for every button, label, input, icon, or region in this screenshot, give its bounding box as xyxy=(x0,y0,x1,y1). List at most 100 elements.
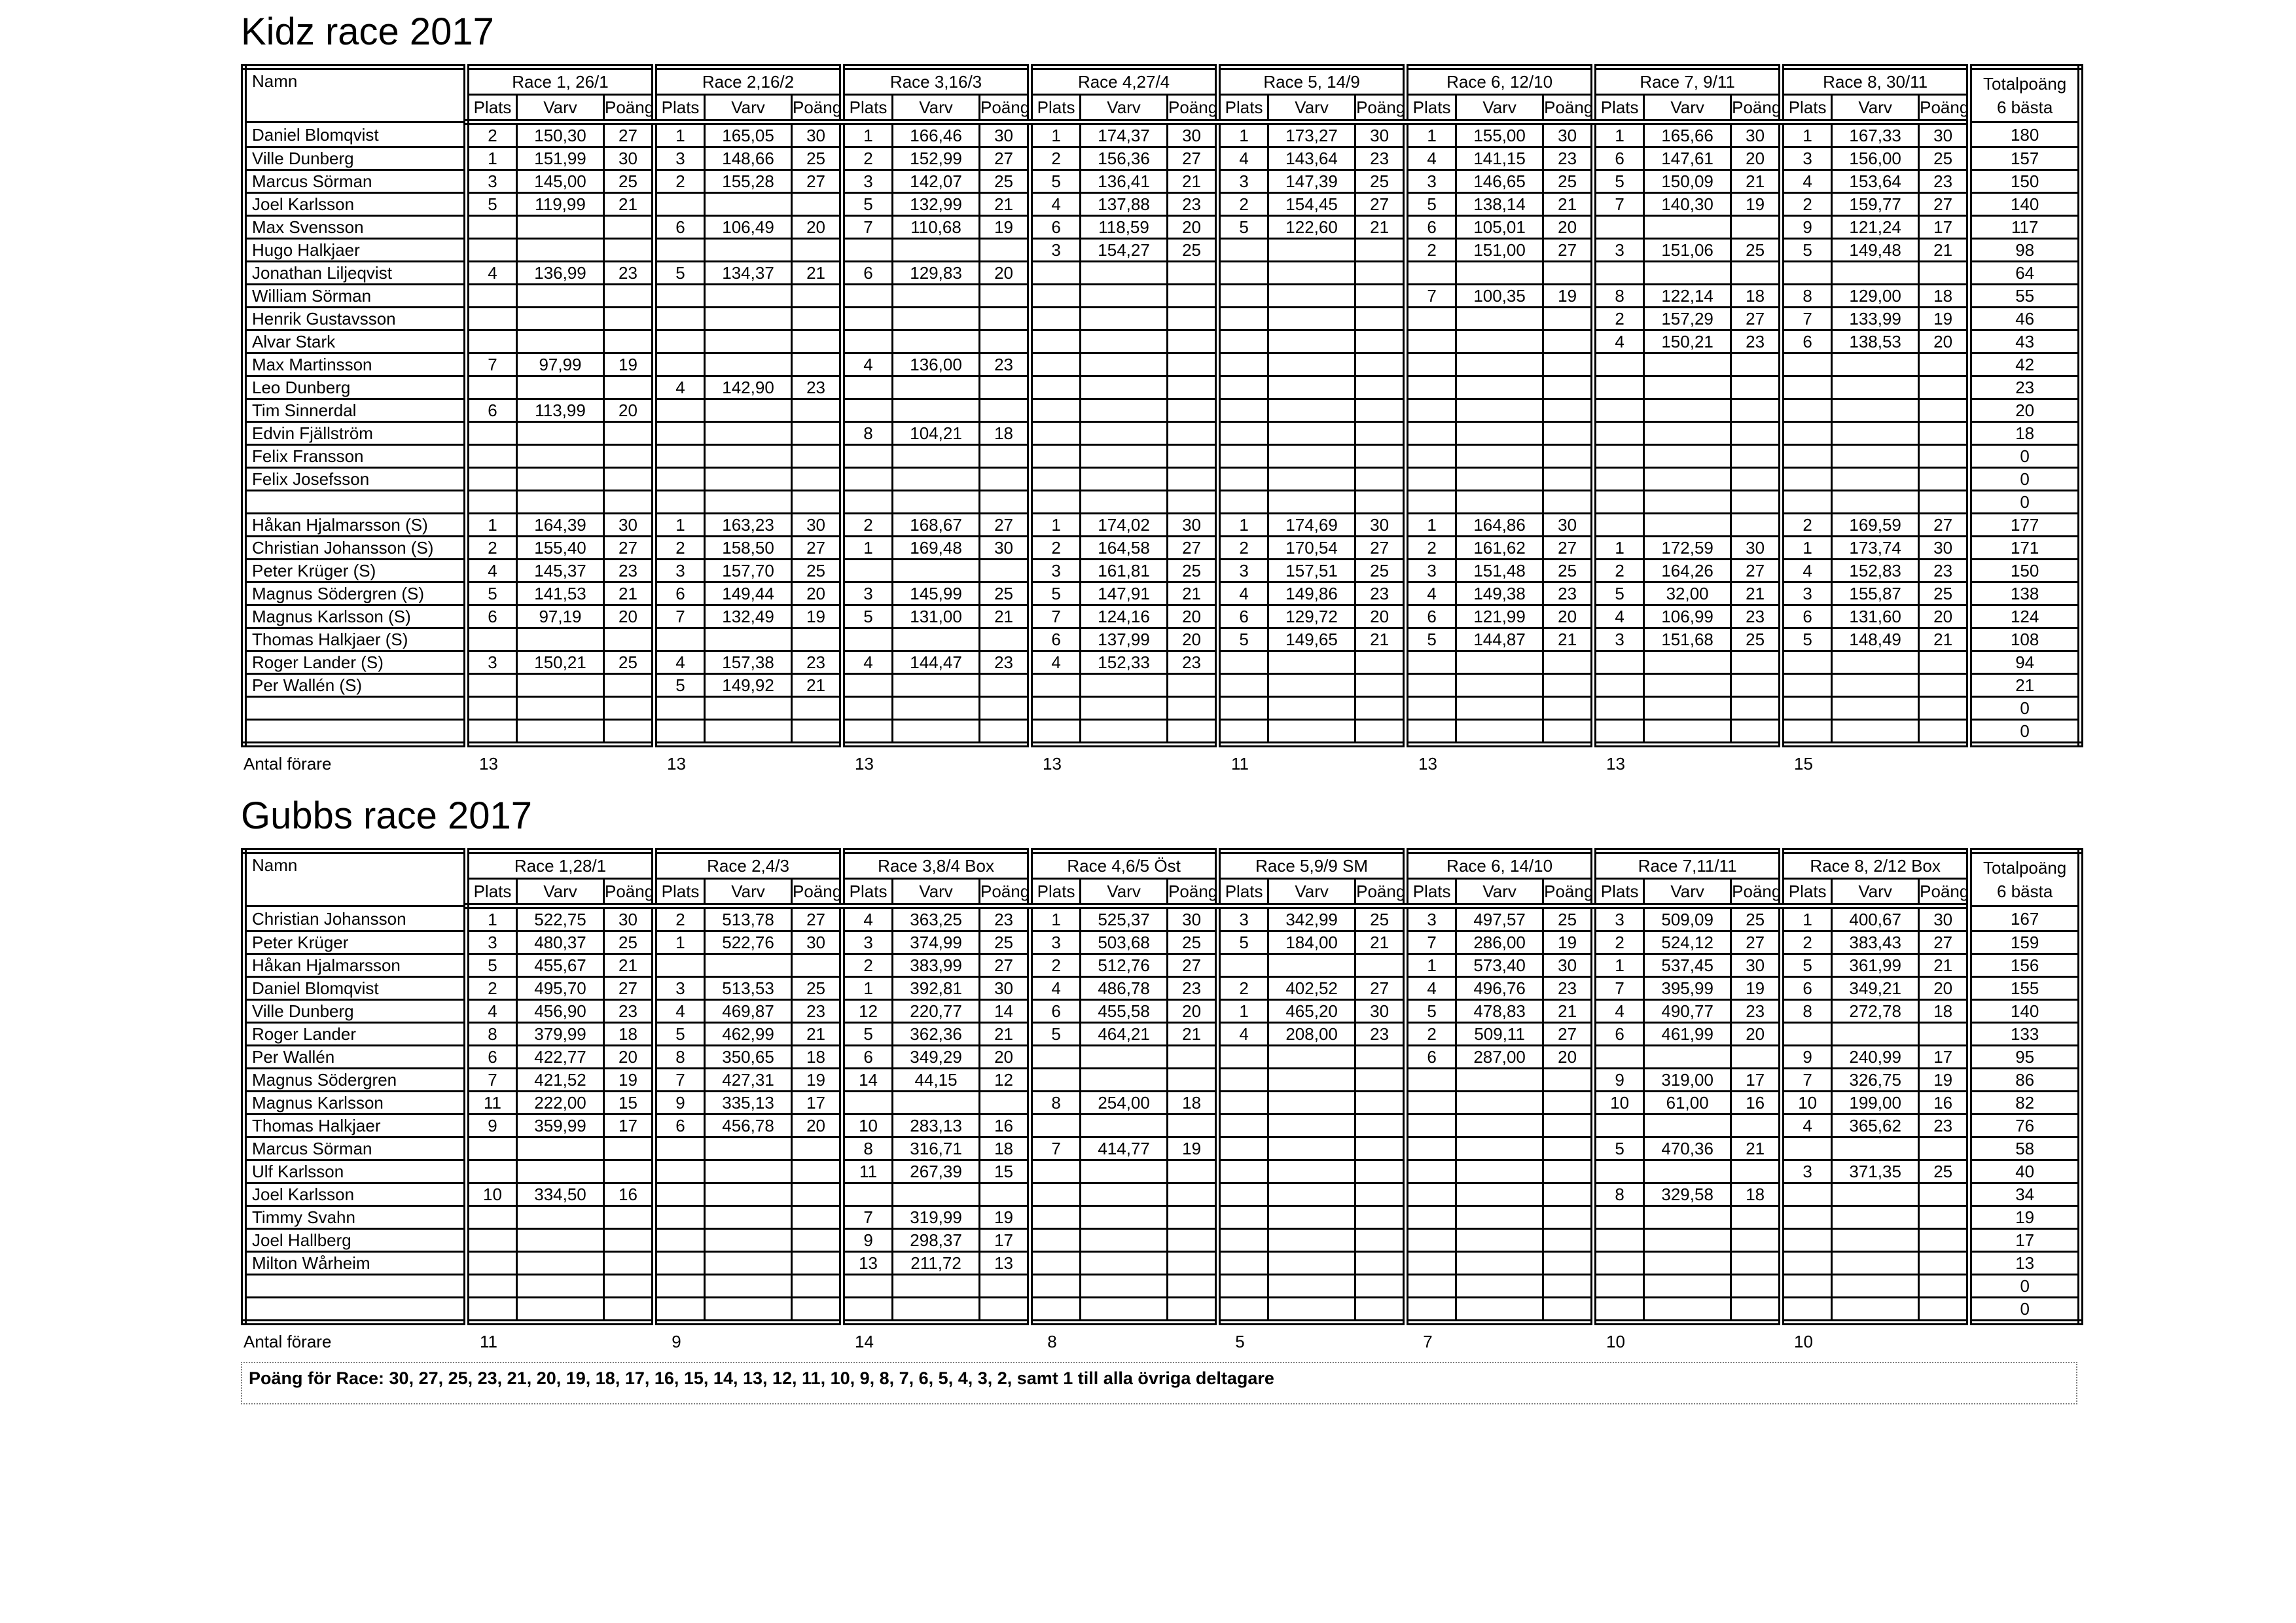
plats-cell xyxy=(651,306,706,331)
varv-cell xyxy=(1643,512,1732,537)
poang-cell: 30 xyxy=(1166,121,1219,148)
poang-cell: 23 xyxy=(602,260,656,285)
race-header: Race 4,27/4 xyxy=(1027,66,1219,96)
varv-cell xyxy=(1079,1113,1169,1138)
plats-cell: 5 xyxy=(651,260,706,285)
total-cell: 140 xyxy=(1966,999,2082,1024)
varv-cell: 319,99 xyxy=(891,1205,981,1230)
driver-name xyxy=(243,719,467,745)
plats-cell xyxy=(463,1251,518,1275)
varv-cell xyxy=(1267,1044,1357,1069)
varv-cell: 167,33 xyxy=(1831,121,1920,148)
driver-name: Christian Johansson xyxy=(243,905,467,932)
plats-cell xyxy=(839,375,894,400)
varv-cell xyxy=(1643,375,1732,400)
poang-cell xyxy=(1918,1274,1971,1298)
poang-cell: 27 xyxy=(1354,192,1407,217)
plats-cell xyxy=(1403,1067,1458,1092)
plats-cell: 2 xyxy=(1027,146,1082,171)
poang-cell xyxy=(1918,1136,1971,1161)
poang-header: Poäng xyxy=(791,878,844,909)
varv-cell xyxy=(1079,306,1169,331)
plats-cell: 6 xyxy=(1027,215,1082,240)
poang-cell xyxy=(1542,444,1595,469)
poang-cell: 21 xyxy=(1730,169,1783,194)
varv-cell xyxy=(1643,719,1732,745)
plats-cell xyxy=(1215,329,1270,354)
varv-cell xyxy=(1831,1182,1920,1207)
varv-cell: 140,30 xyxy=(1643,192,1732,217)
driver-count-value: 11 xyxy=(480,1331,497,1351)
poang-cell: 25 xyxy=(602,650,656,675)
poang-cell xyxy=(602,329,656,354)
poang-cell xyxy=(1166,696,1219,721)
poang-cell: 25 xyxy=(978,581,1031,606)
poang-cell: 20 xyxy=(1166,604,1219,629)
poang-cell xyxy=(978,1296,1031,1323)
poang-cell xyxy=(978,398,1031,423)
table-row: William Sörman 7 100,35 19 8 122,14 18 8 129,00 1… xyxy=(243,283,2082,308)
varv-cell: 164,39 xyxy=(516,512,605,537)
varv-cell: 427,31 xyxy=(704,1067,793,1092)
varv-cell: 342,99 xyxy=(1267,905,1357,932)
plats-cell xyxy=(1027,1205,1082,1230)
total-cell: 133 xyxy=(1966,1022,2082,1046)
poang-cell: 20 xyxy=(1354,604,1407,629)
poang-cell xyxy=(1166,1228,1219,1253)
table-row: Thomas Halkjaer (S) 6 137,99 20 5 149,65 21 5 14… xyxy=(243,627,2082,652)
total-cell: 0 xyxy=(1966,1274,2082,1298)
varv-cell: 145,99 xyxy=(891,581,981,606)
varv-cell: 168,67 xyxy=(891,512,981,537)
plats-cell xyxy=(1403,1296,1458,1323)
varv-cell: 150,21 xyxy=(516,650,605,675)
varv-cell: 462,99 xyxy=(704,1022,793,1046)
poang-cell: 16 xyxy=(1730,1090,1783,1115)
varv-cell xyxy=(1643,1296,1732,1323)
varv-cell xyxy=(1643,444,1732,469)
plats-cell xyxy=(1403,719,1458,745)
poang-cell xyxy=(1166,673,1219,698)
poang-cell: 30 xyxy=(978,976,1031,1001)
total-column-header: Totalpoäng 6 bästa xyxy=(1966,850,2082,907)
varv-cell: 161,62 xyxy=(1455,535,1545,560)
poang-cell xyxy=(1354,352,1407,377)
varv-cell: 211,72 xyxy=(891,1251,981,1275)
poang-cell xyxy=(791,421,844,446)
plats-cell: 7 xyxy=(839,1205,894,1230)
table-row: Jonathan Liljeqvist 4 136,99 23 5 134,37 21 6 12… xyxy=(243,260,2082,285)
varv-cell xyxy=(704,1296,793,1323)
plats-cell: 1 xyxy=(463,146,518,171)
poang-cell: 30 xyxy=(1730,953,1783,978)
poang-cell: 25 xyxy=(1354,169,1407,194)
plats-cell: 3 xyxy=(651,146,706,171)
plats-cell: 3 xyxy=(1027,238,1082,262)
total-cell: 140 xyxy=(1966,192,2082,217)
varv-cell: 199,00 xyxy=(1831,1090,1920,1115)
poang-cell: 23 xyxy=(1918,558,1971,583)
poang-cell xyxy=(1166,1205,1219,1230)
varv-header: Varv xyxy=(1079,878,1169,909)
plats-header: Plats xyxy=(1590,878,1645,909)
plats-cell: 2 xyxy=(463,976,518,1001)
table-row: Milton Wårheim 13 211,72 13 13 xyxy=(243,1251,2082,1275)
plats-cell xyxy=(1403,1182,1458,1207)
poang-cell: 30 xyxy=(1918,121,1971,148)
plats-cell xyxy=(1403,352,1458,377)
poang-cell xyxy=(1354,953,1407,978)
plats-cell xyxy=(651,329,706,354)
varv-cell xyxy=(1079,1044,1169,1069)
varv-cell: 155,00 xyxy=(1455,121,1545,148)
poang-cell: 23 xyxy=(1354,581,1407,606)
poang-cell xyxy=(1730,1274,1783,1298)
plats-cell xyxy=(1403,650,1458,675)
plats-cell: 8 xyxy=(1778,999,1833,1024)
varv-cell xyxy=(516,1228,605,1253)
plats-cell: 3 xyxy=(1027,930,1082,955)
poang-cell xyxy=(978,1090,1031,1115)
plats-cell: 7 xyxy=(1403,930,1458,955)
varv-cell xyxy=(1267,490,1357,514)
gubbs-title: Gubbs race 2017 xyxy=(241,794,532,837)
driver-name: Jonathan Liljeqvist xyxy=(243,260,467,285)
poang-cell: 19 xyxy=(1918,306,1971,331)
plats-cell: 4 xyxy=(1027,976,1082,1001)
